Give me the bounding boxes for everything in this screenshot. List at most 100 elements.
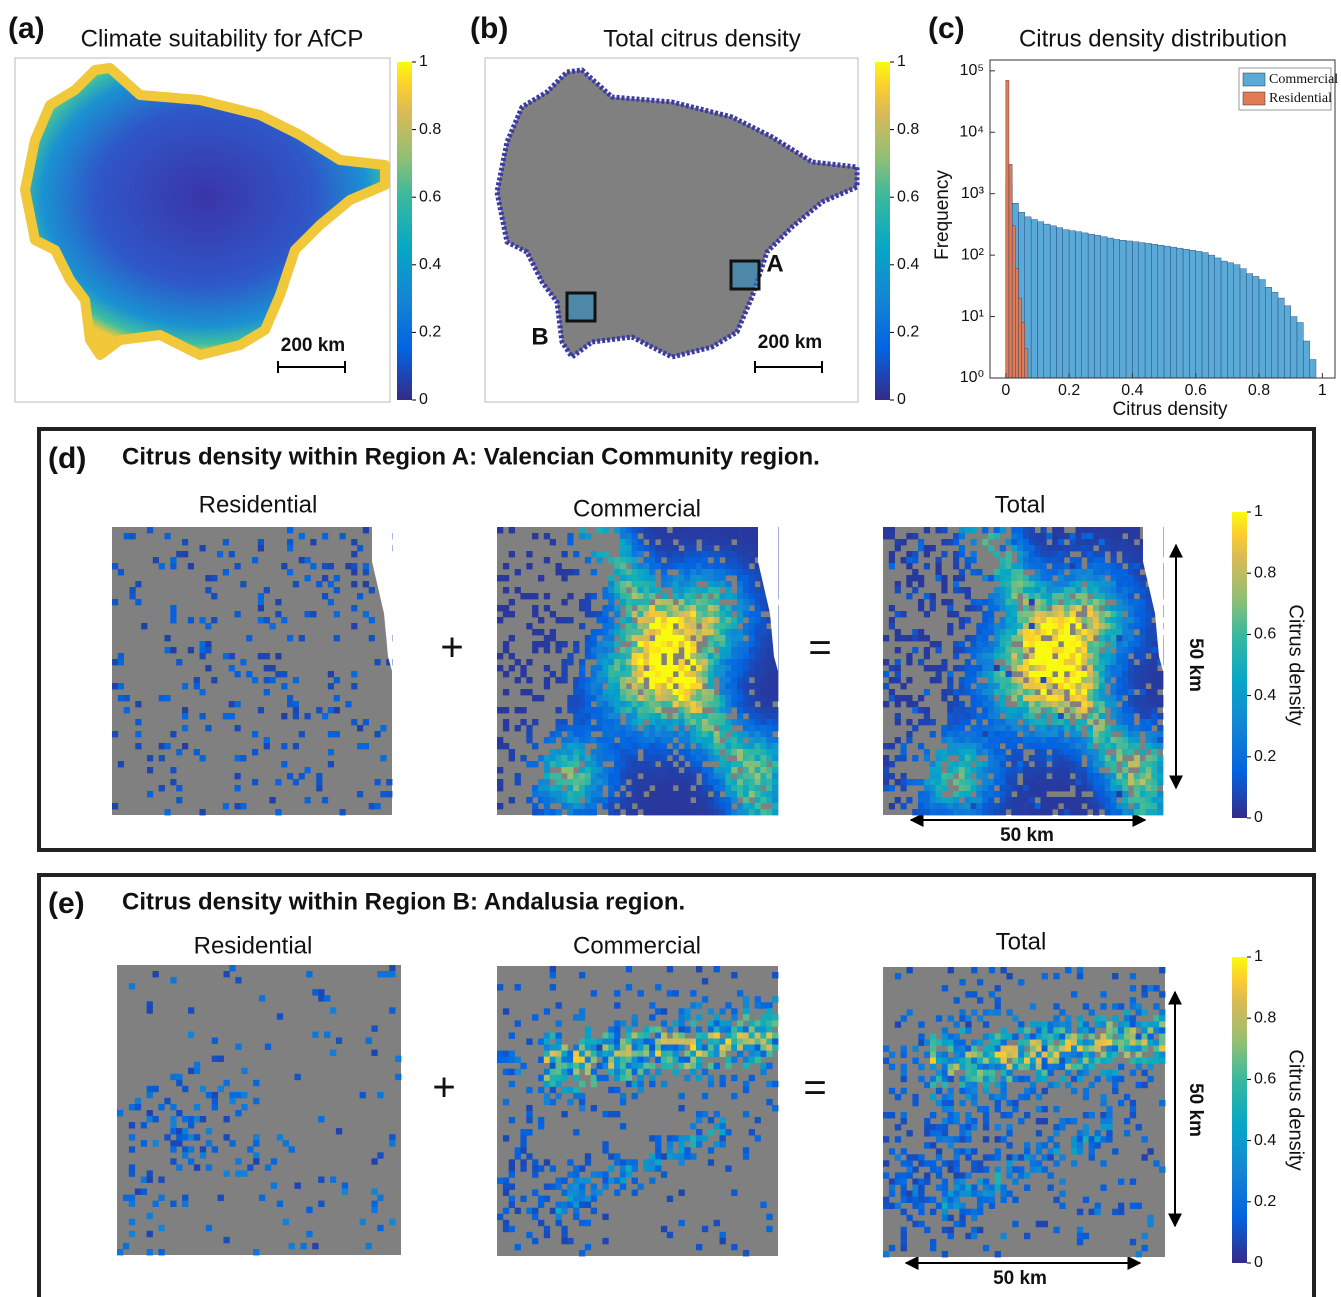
map-cell	[941, 581, 947, 587]
map-cell	[567, 1184, 573, 1190]
map-cell	[702, 743, 708, 749]
map-cell	[369, 587, 375, 593]
map-cell	[679, 635, 685, 641]
map-cell	[988, 719, 994, 725]
map-cell	[649, 545, 655, 551]
map-cell	[1058, 785, 1064, 791]
map-cell	[614, 611, 620, 617]
map-cell	[620, 1093, 626, 1099]
map-cell	[1122, 593, 1128, 599]
map-cell	[995, 1009, 1001, 1015]
map-cell	[544, 803, 550, 809]
map-cell	[907, 1009, 913, 1015]
map-cell	[679, 569, 685, 575]
map-cell	[702, 671, 708, 677]
map-cell	[1076, 569, 1082, 575]
map-cell	[1000, 623, 1006, 629]
map-cell	[1087, 623, 1093, 629]
bar	[1082, 233, 1088, 378]
map-cell	[1099, 761, 1105, 767]
map-cell	[585, 635, 591, 641]
map-cell	[1087, 671, 1093, 677]
map-cell	[188, 647, 194, 653]
map-cell	[334, 635, 340, 641]
map-cell	[1130, 1027, 1136, 1033]
map-cell	[1035, 617, 1041, 623]
map-cell	[1064, 713, 1070, 719]
map-cell	[608, 677, 614, 683]
map-cell	[1095, 1015, 1101, 1021]
map-cell	[538, 1075, 544, 1081]
map-cell	[638, 683, 644, 689]
map-cell	[1070, 695, 1076, 701]
map-cell	[649, 689, 655, 695]
map-cell	[1006, 707, 1012, 713]
map-cell	[1147, 1064, 1153, 1070]
map-cell	[995, 1034, 1001, 1040]
map-cell	[924, 749, 930, 755]
map-cell	[755, 731, 761, 737]
map-cell	[661, 755, 667, 761]
map-cell	[579, 599, 585, 605]
map-cell	[947, 737, 953, 743]
map-cell	[971, 779, 977, 785]
map-cell	[924, 755, 930, 761]
map-cell	[1041, 587, 1047, 593]
map-cell	[690, 1002, 696, 1008]
map-cell	[1130, 1058, 1136, 1064]
map-cell	[626, 533, 632, 539]
map-cell	[608, 623, 614, 629]
map-cell	[205, 575, 211, 581]
map-cell	[182, 539, 188, 545]
map-cell	[550, 635, 556, 641]
map-cell	[965, 1076, 971, 1082]
map-cell	[520, 1141, 526, 1147]
map-cell	[1024, 1076, 1030, 1082]
map-cell	[556, 707, 562, 713]
map-cell	[982, 689, 988, 695]
map-cell	[947, 611, 953, 617]
map-cell	[567, 791, 573, 797]
map-cell	[1087, 545, 1093, 551]
map-cell	[579, 605, 585, 611]
map-cell	[322, 593, 328, 599]
map-cell	[1157, 797, 1163, 803]
map-cell	[889, 785, 895, 791]
map-cell	[696, 809, 702, 815]
map-cell	[1116, 647, 1122, 653]
map-cell	[655, 689, 661, 695]
map-cell	[971, 1076, 977, 1082]
map-cell	[1093, 671, 1099, 677]
map-cell	[1100, 1003, 1106, 1009]
map-cell	[649, 719, 655, 725]
map-cell	[1023, 689, 1029, 695]
map-cell	[1116, 719, 1122, 725]
map-cell	[655, 809, 661, 815]
map-cell	[526, 1208, 532, 1214]
map-cell	[667, 647, 673, 653]
map-cell	[1041, 791, 1047, 797]
map-cell	[602, 773, 608, 779]
map-cell	[941, 539, 947, 545]
map-cell	[673, 773, 679, 779]
map-cell	[714, 1123, 720, 1129]
map-cell	[1099, 719, 1105, 725]
map-cell	[965, 557, 971, 563]
map-cell	[714, 611, 720, 617]
map-cell	[684, 779, 690, 785]
map-cell	[1140, 671, 1146, 677]
map-cell	[579, 695, 585, 701]
map-cell	[1140, 611, 1146, 617]
map-cell	[936, 575, 942, 581]
map-cell	[720, 707, 726, 713]
map-cell	[725, 539, 731, 545]
map-cell	[679, 581, 685, 587]
map-cell	[1053, 1082, 1059, 1088]
map-cell	[585, 1069, 591, 1075]
map-cell	[947, 725, 953, 731]
map-cell	[737, 695, 743, 701]
map-cell	[1116, 683, 1122, 689]
map-cell	[1128, 599, 1134, 605]
map-cell	[544, 1196, 550, 1202]
map-cell	[661, 581, 667, 587]
